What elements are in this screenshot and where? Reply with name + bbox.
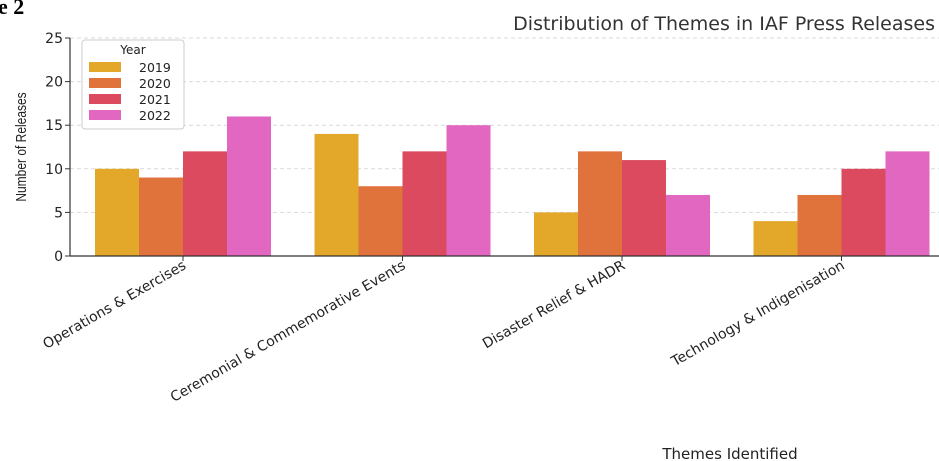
- legend-label-2020: 2020: [139, 76, 171, 91]
- legend-swatch-2019: [89, 62, 121, 72]
- legend-label-2022: 2022: [139, 108, 171, 123]
- bar-2022-1: [446, 125, 491, 256]
- bar-2022-3: [885, 151, 930, 256]
- legend-label-2019: 2019: [139, 60, 171, 75]
- bar-2021-2: [622, 160, 666, 256]
- legend-title: Year: [119, 43, 145, 57]
- bar-2020-3: [797, 194, 842, 256]
- bars: [95, 116, 930, 256]
- bar-2020-2: [578, 151, 622, 256]
- figure-caption: e 2: [0, 0, 24, 19]
- gridlines: [70, 37, 939, 213]
- bar-2019-0: [95, 168, 139, 256]
- chart-title: Distribution of Themes in IAF Press Rele…: [513, 13, 935, 35]
- y-tick-label: 20: [45, 75, 63, 91]
- bar-2021-0: [183, 151, 227, 256]
- x-tick-label: Technology & Indigenisation: [668, 258, 847, 371]
- legend-swatch-2022: [89, 110, 121, 120]
- x-tick-label: Ceremonial & Commemorative Events: [168, 258, 409, 406]
- y-tick-label: 10: [45, 162, 63, 178]
- bar-2019-1: [314, 133, 359, 256]
- bar-2019-2: [534, 212, 578, 256]
- y-tick-label: 5: [54, 205, 63, 221]
- legend-label-2021: 2021: [139, 92, 171, 107]
- x-tick-label: Operations & Exercises: [40, 258, 189, 353]
- bar-2021-1: [402, 151, 447, 256]
- legend-swatch-2020: [89, 78, 121, 88]
- bar-2019-3: [753, 221, 798, 256]
- y-axis-ticks: 0 5 10 15 20 25: [45, 31, 70, 265]
- x-tick-label: Disaster Relief & HADR: [480, 257, 628, 352]
- bar-2022-2: [666, 194, 710, 256]
- x-axis-label: Themes Identified: [661, 445, 797, 461]
- bar-2022-0: [227, 116, 271, 256]
- y-axis-label: Number of Releases: [13, 92, 30, 202]
- y-tick-label: 0: [54, 249, 63, 265]
- y-tick-label: 25: [45, 31, 63, 47]
- bar-2020-0: [139, 177, 183, 256]
- bar-2020-1: [358, 186, 403, 256]
- y-tick-label: 15: [45, 118, 63, 134]
- legend-swatch-2021: [89, 94, 121, 104]
- bar-2021-3: [841, 168, 886, 256]
